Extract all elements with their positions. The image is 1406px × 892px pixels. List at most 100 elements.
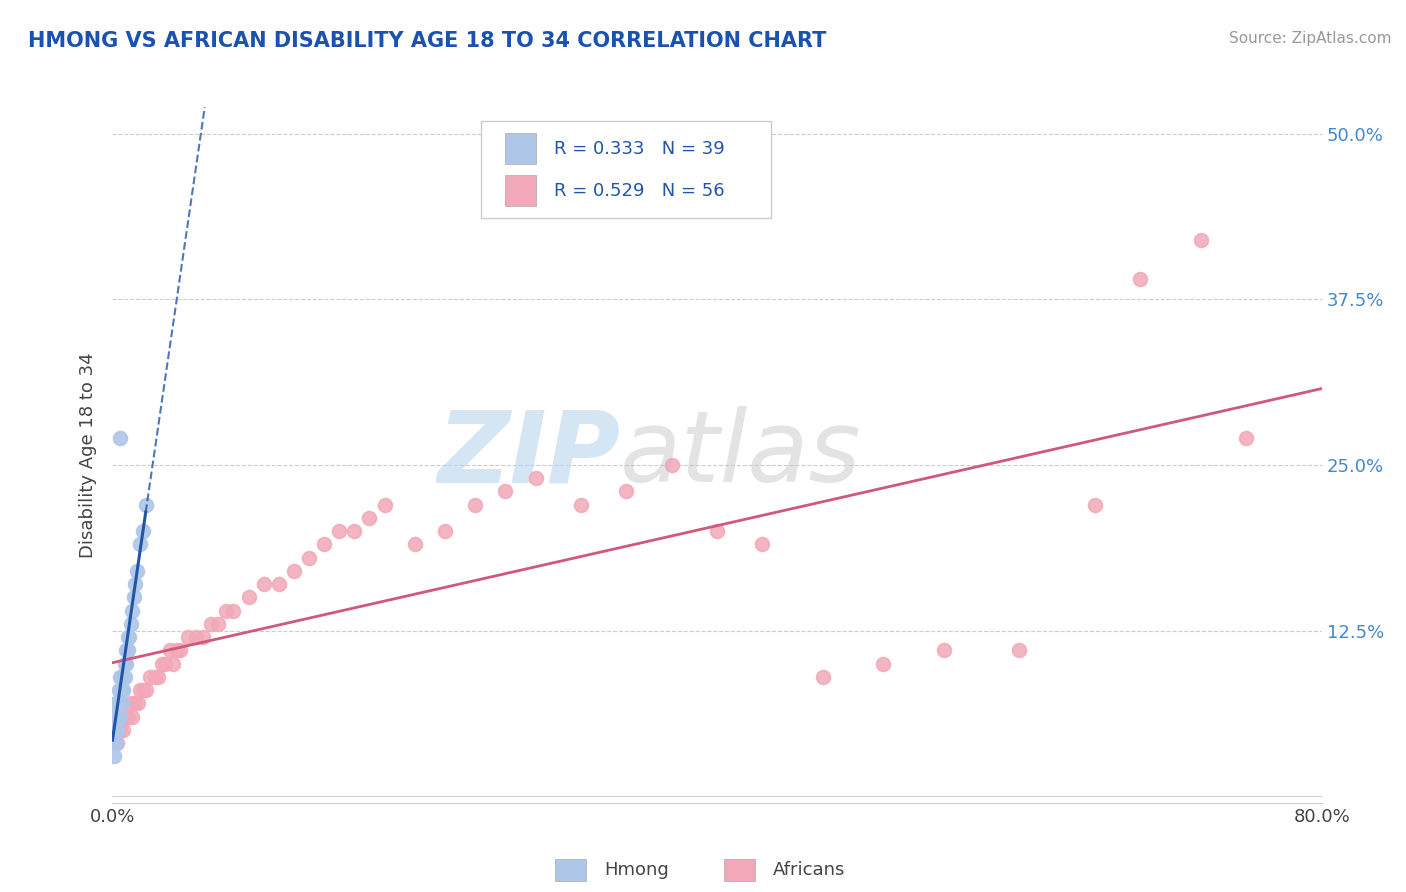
Point: [108, 709, 131, 723]
Point: [751, 537, 773, 551]
Point: [706, 524, 728, 538]
Point: [524, 471, 547, 485]
Point: [122, 591, 145, 605]
Point: [112, 683, 135, 698]
Point: [162, 657, 184, 671]
Point: [128, 683, 150, 698]
Point: [112, 723, 135, 737]
Point: [108, 697, 131, 711]
Bar: [506, 175, 536, 206]
Point: [117, 630, 139, 644]
Point: [811, 670, 834, 684]
Point: [104, 709, 127, 723]
Point: [121, 604, 143, 618]
Point: [166, 643, 188, 657]
Point: [120, 697, 142, 711]
Point: [108, 670, 131, 684]
Text: Source: ZipAtlas.com: Source: ZipAtlas.com: [1229, 31, 1392, 46]
Point: [314, 537, 336, 551]
Point: [115, 643, 138, 657]
Point: [184, 630, 207, 644]
Text: atlas: atlas: [620, 407, 862, 503]
Point: [207, 616, 229, 631]
Point: [1008, 643, 1031, 657]
Point: [135, 683, 157, 698]
Point: [135, 498, 157, 512]
Point: [105, 697, 128, 711]
Point: [117, 709, 139, 723]
Text: R = 0.333   N = 39: R = 0.333 N = 39: [554, 140, 724, 158]
Point: [110, 697, 132, 711]
Text: Hmong: Hmong: [605, 861, 669, 879]
Point: [108, 431, 131, 445]
Point: [108, 723, 131, 737]
Point: [104, 736, 127, 750]
Point: [105, 736, 128, 750]
Point: [215, 604, 238, 618]
Point: [110, 683, 132, 698]
Point: [118, 630, 141, 644]
Point: [107, 709, 129, 723]
Point: [200, 616, 222, 631]
Point: [103, 723, 125, 737]
Point: [872, 657, 894, 671]
Point: [374, 498, 396, 512]
Point: [124, 697, 146, 711]
Point: [127, 697, 149, 711]
Point: [103, 709, 125, 723]
Point: [107, 697, 129, 711]
Point: [1129, 272, 1152, 286]
Point: [267, 577, 290, 591]
Point: [132, 683, 155, 698]
Point: [103, 736, 125, 750]
Point: [661, 458, 683, 472]
Point: [932, 643, 955, 657]
Point: [132, 524, 155, 538]
Point: [238, 591, 260, 605]
Point: [105, 723, 128, 737]
Point: [616, 484, 638, 499]
Point: [143, 670, 166, 684]
FancyBboxPatch shape: [481, 121, 772, 219]
Point: [569, 498, 592, 512]
Point: [177, 630, 200, 644]
Point: [117, 643, 139, 657]
Point: [105, 709, 128, 723]
Point: [104, 697, 127, 711]
Point: [283, 564, 305, 578]
Point: [124, 577, 146, 591]
Text: HMONG VS AFRICAN DISABILITY AGE 18 TO 34 CORRELATION CHART: HMONG VS AFRICAN DISABILITY AGE 18 TO 34…: [28, 31, 827, 51]
Point: [155, 657, 177, 671]
Point: [298, 550, 321, 565]
Point: [343, 524, 366, 538]
Text: ZIP: ZIP: [437, 407, 620, 503]
Point: [139, 670, 162, 684]
Point: [114, 670, 136, 684]
Point: [114, 709, 136, 723]
Point: [253, 577, 276, 591]
Point: [150, 657, 173, 671]
Point: [1084, 498, 1107, 512]
Point: [359, 511, 381, 525]
Y-axis label: Disability Age 18 to 34: Disability Age 18 to 34: [79, 352, 97, 558]
Point: [115, 657, 138, 671]
Point: [103, 749, 125, 764]
Point: [104, 723, 127, 737]
Point: [191, 630, 214, 644]
Text: R = 0.529   N = 56: R = 0.529 N = 56: [554, 182, 724, 200]
Point: [1189, 233, 1212, 247]
Bar: [506, 133, 536, 164]
Point: [495, 484, 517, 499]
Point: [121, 709, 143, 723]
Point: [169, 643, 191, 657]
Text: Africans: Africans: [773, 861, 845, 879]
Point: [114, 657, 136, 671]
Point: [404, 537, 426, 551]
Point: [110, 670, 132, 684]
Point: [159, 643, 181, 657]
Point: [146, 670, 169, 684]
Point: [112, 670, 135, 684]
Point: [108, 683, 131, 698]
Point: [128, 537, 150, 551]
Point: [328, 524, 350, 538]
